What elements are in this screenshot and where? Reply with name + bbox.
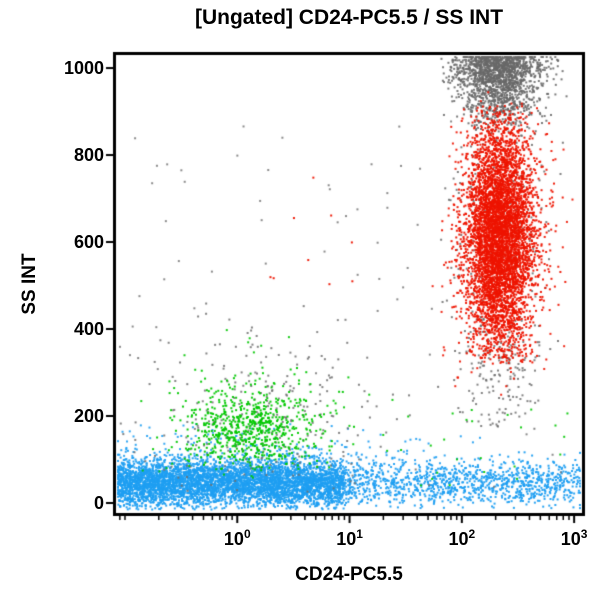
x-axis-tick-labels: 100 101 102 103 [0, 523, 600, 553]
x-axis-label: CD24-PC5.5 [295, 564, 403, 585]
y-tick-label: 0 [93, 492, 104, 513]
x-tick-label: 100 [223, 527, 251, 549]
y-tick-label: 600 [73, 232, 104, 253]
y-tick-label: 1000 [63, 58, 104, 79]
x-tick-label: 102 [448, 527, 476, 549]
y-tick-label: 200 [73, 406, 104, 426]
y-axis-tick-labels: 0 200 400 600 800 1000 [38, 0, 104, 600]
x-tick-label: 101 [336, 527, 363, 549]
y-tick-label: 400 [73, 319, 104, 340]
x-tick-label: 103 [560, 527, 588, 549]
y-tick-label: 800 [73, 145, 104, 166]
